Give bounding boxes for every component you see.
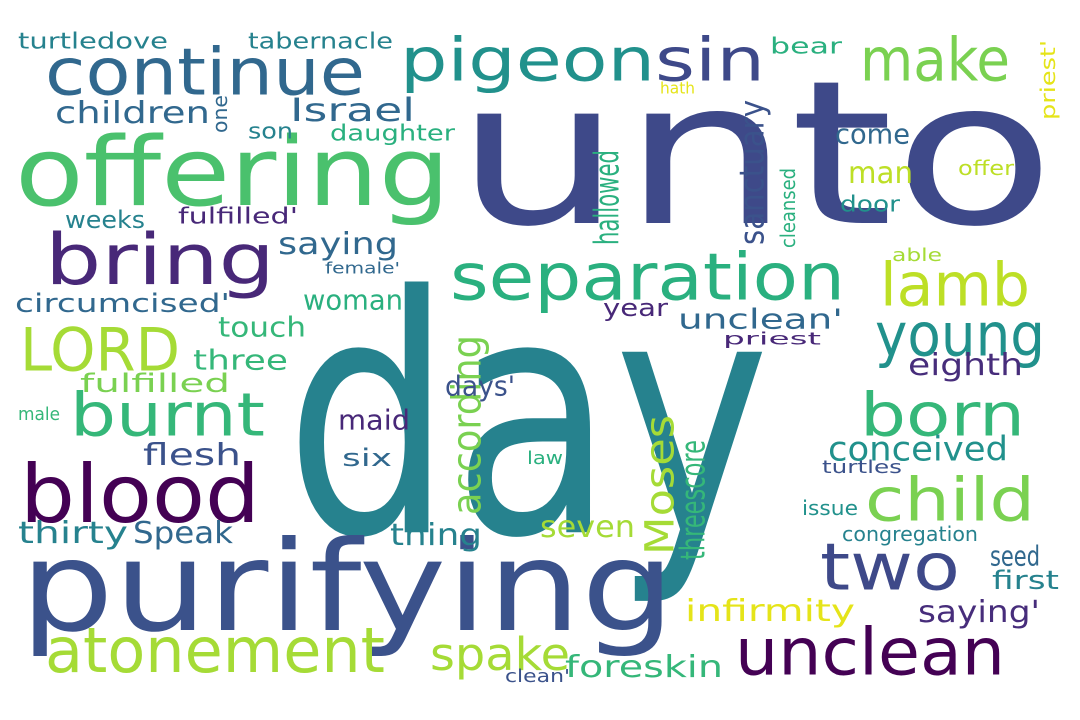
word: according — [443, 335, 491, 515]
word: first — [992, 564, 1059, 596]
word: bring — [45, 218, 275, 301]
word: offer — [958, 156, 1014, 180]
word: hallowed — [586, 150, 627, 245]
word: sanctuary — [731, 100, 772, 245]
word: come — [835, 117, 910, 151]
word: seven — [540, 509, 635, 545]
word: saying — [278, 226, 398, 262]
word: blood — [20, 447, 260, 542]
word: saying' — [918, 594, 1040, 630]
word: flesh — [143, 437, 241, 473]
word: unto — [455, 37, 1055, 271]
word: sin — [655, 24, 765, 95]
word: three — [193, 343, 288, 377]
word: priest — [723, 328, 821, 349]
word: young — [875, 299, 1045, 370]
word: touch — [218, 310, 306, 344]
word: child — [865, 464, 1035, 535]
word: lamb — [880, 249, 1030, 320]
word: atonement — [45, 614, 385, 687]
word: year — [603, 293, 668, 322]
word: one — [208, 95, 232, 133]
word: turtledove — [18, 28, 168, 54]
word: bear — [770, 33, 842, 59]
word: six — [342, 443, 392, 472]
word: Israel — [290, 91, 415, 129]
word: circumcised' — [15, 287, 230, 319]
word: infirmity — [685, 593, 855, 629]
word: eighth — [908, 347, 1023, 383]
word: thirty — [18, 515, 128, 551]
word: turtles — [822, 456, 902, 478]
word: congregation — [842, 522, 978, 546]
word: separation — [450, 239, 845, 316]
word: children — [55, 95, 210, 131]
word: man — [848, 155, 913, 191]
word: days' — [445, 369, 515, 403]
word: continue — [45, 34, 365, 111]
word: cleansed — [776, 168, 800, 248]
word: male — [18, 403, 60, 425]
word: day — [285, 225, 770, 612]
word: seed — [990, 539, 1040, 573]
word: able — [892, 244, 942, 266]
word: threescore — [672, 440, 713, 560]
word: Speak — [133, 515, 233, 551]
word: fulfilled — [80, 367, 230, 399]
word: son — [248, 118, 293, 144]
word: born — [860, 379, 1025, 450]
word: offering — [15, 116, 451, 228]
word: thing — [390, 517, 482, 553]
word: foreskin — [565, 649, 723, 685]
word: door — [840, 191, 900, 217]
word: purifying — [20, 513, 675, 660]
word: spake — [430, 627, 570, 681]
word: make — [860, 24, 1010, 95]
word: woman — [303, 283, 403, 317]
word: clean' — [505, 665, 570, 687]
word: maid — [338, 403, 410, 437]
word: unclean' — [678, 302, 843, 336]
word: conceived — [828, 428, 1008, 469]
word: tabernacle — [248, 28, 393, 54]
word: hath — [660, 78, 695, 98]
word: burnt — [70, 379, 265, 450]
word: priest' — [1036, 39, 1060, 120]
word: fulfilled' — [178, 203, 298, 229]
word: female' — [325, 258, 400, 278]
word: daughter — [330, 120, 455, 146]
word: weeks — [65, 205, 145, 234]
word: LORD — [20, 314, 180, 385]
word: pigeon — [400, 24, 655, 95]
word: issue — [802, 496, 858, 520]
word: two — [820, 529, 960, 606]
word: unclean — [735, 614, 1005, 691]
word: law — [527, 447, 563, 469]
